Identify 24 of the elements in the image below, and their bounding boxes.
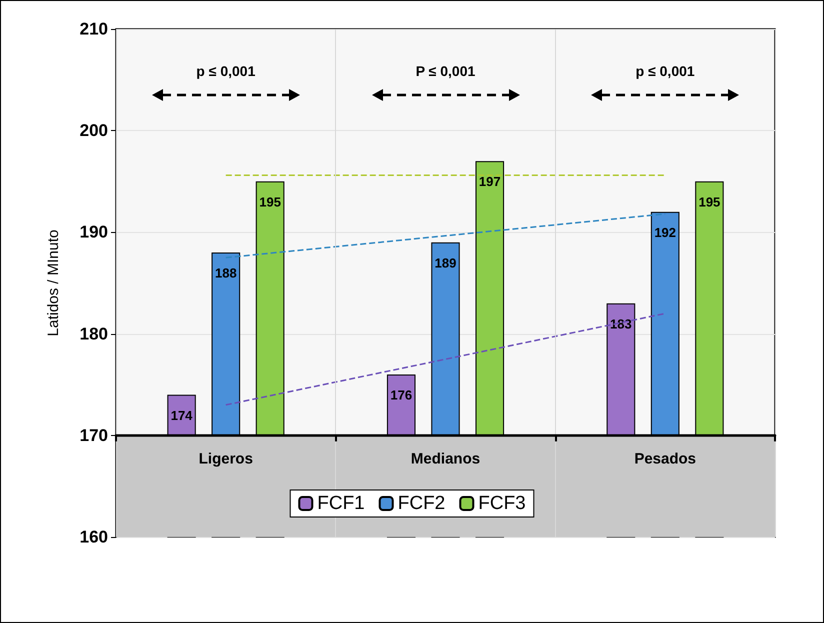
legend-label: FCF1 (317, 493, 365, 514)
x-tick-label: Ligeros (198, 450, 253, 468)
y-tick-label: 210 (80, 20, 108, 38)
y-tick-label: 200 (80, 121, 108, 140)
y-tick-label: 190 (80, 222, 108, 242)
data-label: 189 (434, 255, 456, 270)
legend-label: FCF3 (478, 493, 526, 514)
data-label: 176 (390, 387, 412, 402)
data-label: 192 (654, 224, 676, 240)
y-tick-label: 170 (80, 426, 108, 445)
y-tick-label: 180 (80, 324, 108, 344)
data-label: 195 (698, 194, 720, 210)
data-label: 197 (478, 174, 501, 190)
annotation: p ≤ 0,001 (196, 63, 256, 79)
annotation: p ≤ 0,001 (636, 63, 695, 79)
y-tick-label: 160 (80, 528, 108, 546)
y-axis-title: Latidos / MInuto (45, 230, 62, 336)
data-label: 174 (170, 408, 194, 423)
legend-label: FCF2 (398, 493, 446, 514)
data-label: 188 (214, 266, 237, 281)
data-label: 195 (259, 194, 281, 210)
x-tick-label: Medianos (410, 450, 480, 468)
x-tick-label: Pesados (634, 450, 696, 468)
annotation: P ≤ 0,001 (416, 63, 476, 79)
